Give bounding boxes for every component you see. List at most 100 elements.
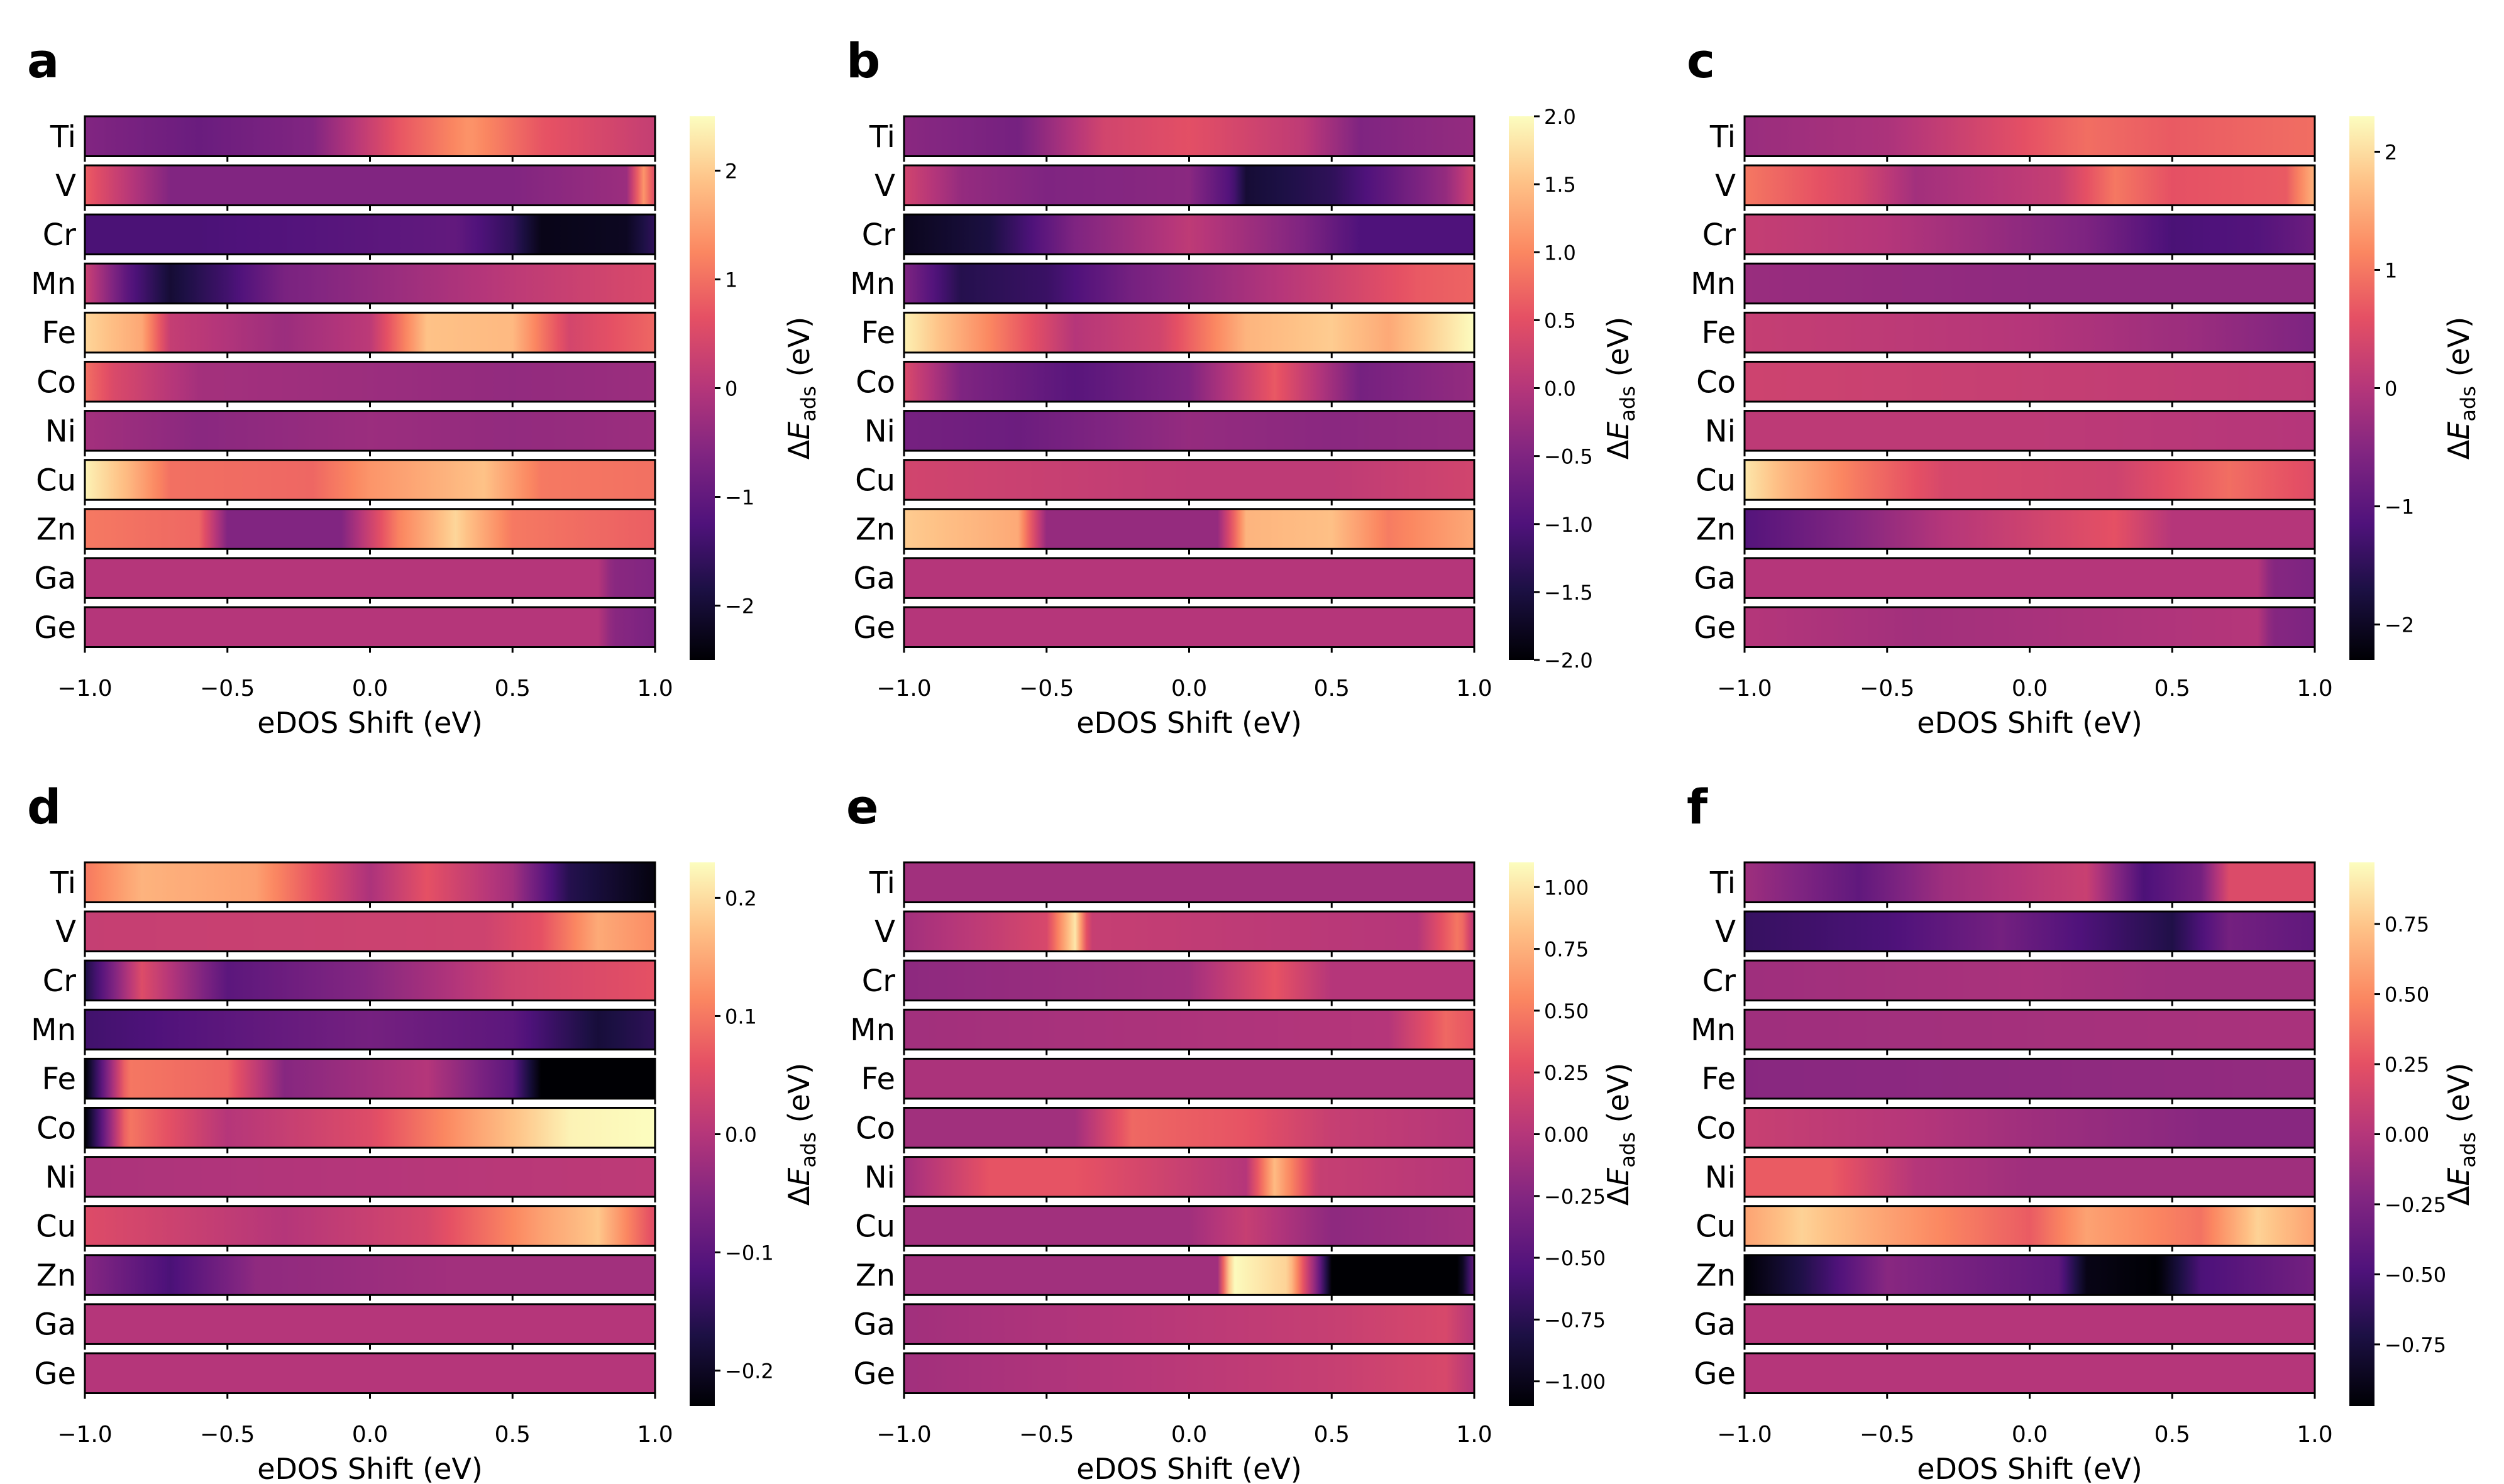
strip-e-co xyxy=(903,1107,1475,1149)
strip-c-zn xyxy=(1743,508,2316,550)
row-label-ge: Ge xyxy=(853,1356,895,1392)
strip-d-cr xyxy=(84,959,656,1002)
row-label-ga: Ga xyxy=(34,1307,76,1343)
colorbar-e xyxy=(1509,862,1534,1406)
strip-e-cu xyxy=(903,1205,1475,1247)
strip-e-ti xyxy=(903,861,1475,903)
strip-e-zn xyxy=(903,1254,1475,1296)
panel-label-e: e xyxy=(846,779,879,835)
row-label-cr: Cr xyxy=(1702,964,1736,999)
row-label-ti: Ti xyxy=(1709,866,1736,901)
panel-d: d Ti V Cr Mn Fe Co Ni Cu Zn Ga Ge −1.0 −0.5 0.0 0.5 1.0 e… xyxy=(27,779,820,1484)
x-tick-label: −0.5 xyxy=(1860,676,1914,701)
row-label-v: V xyxy=(1715,168,1736,204)
x-tick-label: −1.0 xyxy=(1717,1422,1772,1448)
colorbar-tick-label: −2.0 xyxy=(1544,649,1593,673)
colorbar-tick-label: 2 xyxy=(725,160,737,184)
colorbar-tick-label: −2 xyxy=(725,595,754,618)
strip-a-ge xyxy=(84,606,656,648)
x-tick-label: 1.0 xyxy=(1456,1422,1492,1448)
strip-a-zn xyxy=(84,508,656,550)
colorbar-tick-label: 1.0 xyxy=(1544,241,1576,265)
strip-c-mn xyxy=(1743,262,2316,305)
row-label-v: V xyxy=(874,168,895,204)
colorbar-tick-label: −1.0 xyxy=(1544,513,1593,537)
strip-b-ga xyxy=(903,557,1475,599)
strip-b-v xyxy=(903,164,1475,207)
row-label-co: Co xyxy=(1696,365,1736,400)
strip-b-mn xyxy=(903,262,1475,305)
strip-a-mn xyxy=(84,262,656,305)
row-label-fe: Fe xyxy=(41,1062,76,1097)
strip-b-zn xyxy=(903,508,1475,550)
strip-b-ni xyxy=(903,410,1475,452)
x-tick-label: −0.5 xyxy=(1019,1422,1074,1448)
strip-d-ga xyxy=(84,1303,656,1345)
strip-e-ni xyxy=(903,1156,1475,1198)
colorbar-b xyxy=(1509,116,1534,660)
colorbar-c xyxy=(2349,116,2374,660)
colorbar-tick-label: 1.5 xyxy=(1544,173,1576,197)
row-label-cu: Cu xyxy=(855,463,895,498)
strip-f-ni xyxy=(1743,1156,2316,1198)
colorbar-tick-label: 0.0 xyxy=(1544,377,1576,401)
x-axis-label: eDOS Shift (eV) xyxy=(1917,706,2143,740)
row-label-v: V xyxy=(1715,915,1736,950)
colorbar-tick-label: 0.2 xyxy=(725,886,757,910)
row-label-fe: Fe xyxy=(861,316,895,351)
row-label-ge: Ge xyxy=(1694,610,1736,646)
row-label-mn: Mn xyxy=(850,267,895,302)
x-tick-label: −1.0 xyxy=(57,676,112,701)
strip-f-ga xyxy=(1743,1303,2316,1345)
colorbar-tick-label: 0.25 xyxy=(2385,1053,2429,1077)
x-tick-label: 1.0 xyxy=(637,1422,673,1448)
colorbar-tick-label: −0.25 xyxy=(1544,1185,1606,1209)
row-label-zn: Zn xyxy=(1696,512,1736,547)
colorbar-tick-label: −0.75 xyxy=(1544,1308,1606,1332)
strip-b-fe xyxy=(903,311,1475,354)
strip-e-ge xyxy=(903,1352,1475,1394)
strip-c-fe xyxy=(1743,311,2316,354)
panel-a: a Ti V Cr Mn Fe Co Ni Cu Zn Ga Ge −1.0 −0.5 0.0 0.5 1.0 e… xyxy=(27,33,820,740)
x-tick-label: 0.5 xyxy=(2154,676,2190,701)
strip-a-cr xyxy=(84,213,656,256)
x-tick-label: 0.5 xyxy=(1314,676,1350,701)
colorbar-tick-label: 0.25 xyxy=(1544,1061,1589,1085)
panel-b: b Ti V Cr Mn Fe Co Ni Cu Zn Ga Ge −1.0 −0.5 0.0 0.5 1.0 e… xyxy=(846,33,1640,740)
strip-c-ga xyxy=(1743,557,2316,599)
row-label-fe: Fe xyxy=(41,316,76,351)
row-label-zn: Zn xyxy=(856,512,895,547)
strip-f-mn xyxy=(1743,1008,2316,1051)
row-label-fe: Fe xyxy=(1701,1062,1736,1097)
colorbar-tick-label: 0.00 xyxy=(1544,1123,1589,1147)
row-label-ni: Ni xyxy=(1705,1160,1736,1195)
row-label-cu: Cu xyxy=(36,1209,76,1244)
strip-b-ge xyxy=(903,606,1475,648)
strip-d-cu xyxy=(84,1205,656,1247)
x-tick-label: 0.5 xyxy=(1314,1422,1350,1448)
strip-c-ge xyxy=(1743,606,2316,648)
strip-b-cu xyxy=(903,459,1475,501)
x-axis-label: eDOS Shift (eV) xyxy=(1076,706,1302,740)
row-label-zn: Zn xyxy=(1696,1258,1736,1294)
colorbar-label-f: ΔEads (eV) xyxy=(2442,1063,2480,1206)
row-label-cu: Cu xyxy=(36,463,76,498)
row-label-ti: Ti xyxy=(869,119,895,155)
x-tick-label: 0.0 xyxy=(1171,1422,1207,1448)
colorbar-f xyxy=(2349,862,2374,1406)
row-label-ga: Ga xyxy=(1694,1307,1736,1343)
strip-d-zn xyxy=(84,1254,656,1296)
row-label-co: Co xyxy=(856,365,895,400)
row-label-mn: Mn xyxy=(1690,1013,1736,1048)
row-label-ti: Ti xyxy=(1709,119,1736,155)
row-label-ge: Ge xyxy=(1694,1356,1736,1392)
panel-f: fTi V Cr Mn Fe Co Ni Cu Zn Ga Ge −1.0 −0.5 0.0 0.5 1.0 e… xyxy=(1687,779,2480,1484)
row-label-cr: Cr xyxy=(43,217,77,253)
colorbar-tick-label: 1 xyxy=(725,268,737,292)
colorbar-tick-label: −0.75 xyxy=(2385,1333,2446,1357)
row-label-ga: Ga xyxy=(1694,561,1736,596)
strip-f-zn xyxy=(1743,1254,2316,1296)
strip-f-v xyxy=(1743,910,2316,953)
strip-e-mn xyxy=(903,1008,1475,1051)
strip-a-ti xyxy=(84,115,656,157)
